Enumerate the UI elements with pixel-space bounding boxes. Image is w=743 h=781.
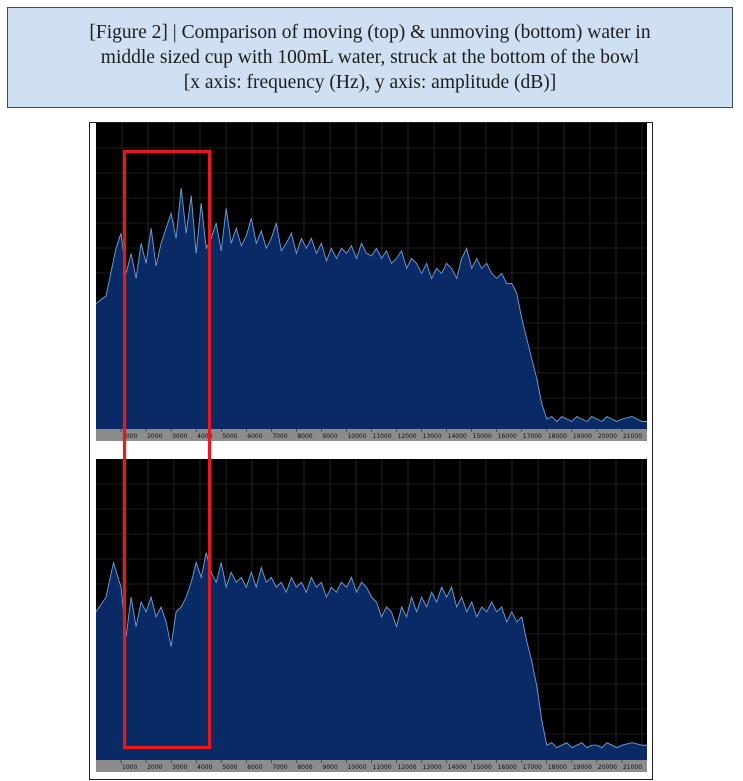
caption-line-3: [x axis: frequency (Hz), y axis: amplitu… — [183, 72, 557, 93]
x-tick-label: 8000 — [297, 764, 312, 771]
x-tick-label: 6000 — [247, 433, 262, 440]
x-tick-label: 1000 — [122, 764, 137, 771]
x-tick-label: 15000 — [473, 433, 492, 440]
caption-line-2: middle sized cup with 100mL water, struc… — [100, 47, 640, 68]
x-tick-label: 2000 — [147, 433, 162, 440]
x-tick-label: 8000 — [297, 433, 312, 440]
frequency-axis-top — [96, 429, 647, 441]
x-tick-label: 13000 — [423, 433, 442, 440]
spectrum-area-top — [96, 188, 647, 429]
x-tick-label: 17000 — [523, 764, 542, 771]
x-tick-label: 16000 — [498, 433, 517, 440]
x-tick-label: 20000 — [598, 764, 617, 771]
x-tick-label: 3000 — [172, 433, 187, 440]
x-tick-label: 21000 — [623, 433, 642, 440]
spectrum-line-bottom — [95, 552, 647, 749]
spectrum-area-bottom — [96, 552, 647, 760]
x-tick-label: 5000 — [222, 764, 237, 771]
x-tick-label: 11000 — [373, 764, 392, 771]
x-tick-label: 10000 — [347, 764, 366, 771]
x-tick-label: 12000 — [398, 433, 417, 440]
x-tick-label: 12000 — [398, 764, 417, 771]
x-tick-label: 7000 — [272, 433, 287, 440]
x-tick-label: 14000 — [448, 764, 467, 771]
x-tick-label: 20000 — [598, 433, 617, 440]
x-tick-label: 14000 — [448, 433, 467, 440]
spectrum-line-top — [95, 188, 647, 423]
x-tick-label: 18000 — [548, 764, 567, 771]
x-tick-label: 13000 — [423, 764, 442, 771]
x-tick-label: 7000 — [272, 764, 287, 771]
x-tick-label: 3000 — [172, 764, 187, 771]
x-tick-label: 21000 — [623, 764, 642, 771]
x-tick-label: 4000 — [197, 433, 212, 440]
x-tick-label: 4000 — [197, 764, 212, 771]
x-tick-label: 17000 — [523, 433, 542, 440]
x-tick-label: 9000 — [322, 433, 337, 440]
x-tick-label: 10000 — [347, 433, 366, 440]
x-tick-label: 15000 — [473, 764, 492, 771]
x-tick-label: 6000 — [247, 764, 262, 771]
x-tick-label: 2000 — [147, 764, 162, 771]
figure-caption: [Figure 2] | Comparison of moving (top) … — [7, 7, 733, 108]
x-tick-label: 5000 — [222, 433, 237, 440]
x-tick-label: 16000 — [498, 764, 517, 771]
x-tick-label: 19000 — [573, 764, 592, 771]
x-tick-label: 9000 — [322, 764, 337, 771]
x-tick-label: 18000 — [548, 433, 567, 440]
frequency-axis-bottom — [96, 760, 647, 772]
highlight-box — [122, 149, 212, 750]
caption-line-1: [Figure 2] | Comparison of moving (top) … — [89, 22, 651, 43]
x-tick-label: 1000 — [122, 433, 137, 440]
x-tick-label: 19000 — [573, 433, 592, 440]
x-tick-label: 11000 — [373, 433, 392, 440]
